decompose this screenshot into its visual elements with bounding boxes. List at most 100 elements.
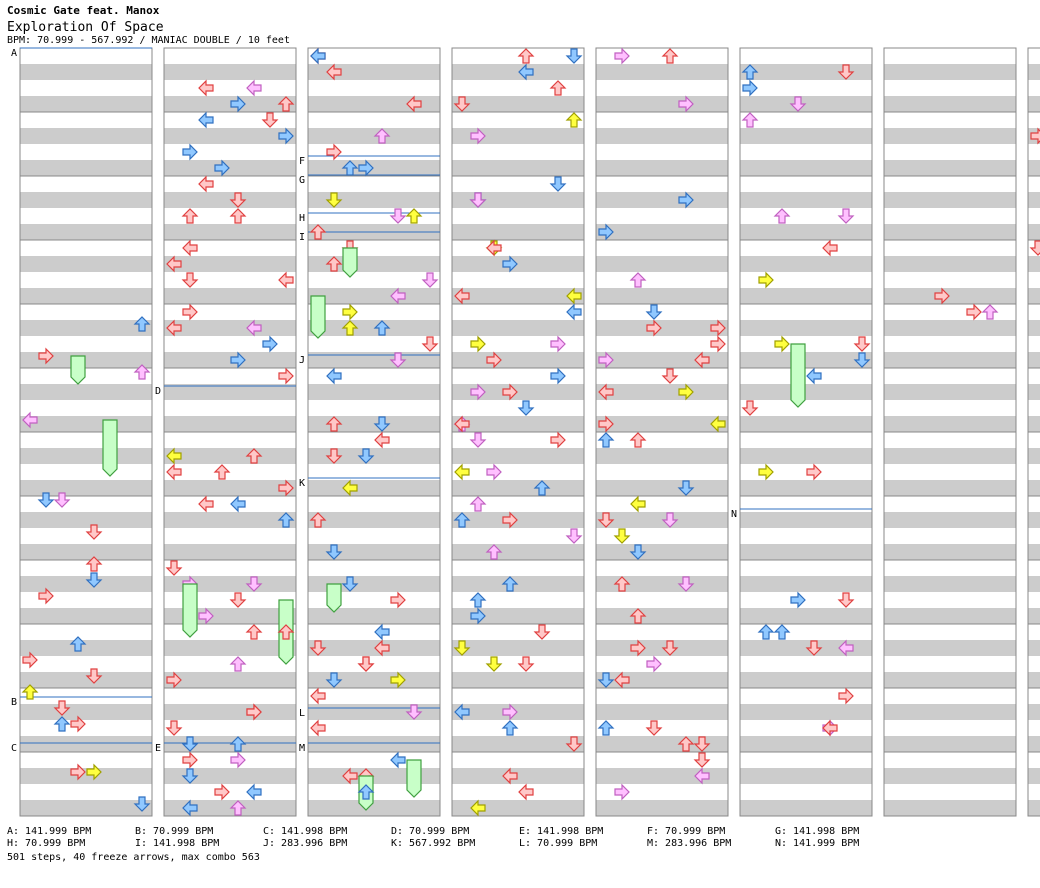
step-arrow [229, 592, 247, 608]
step-arrow [390, 751, 406, 769]
step-arrow [806, 463, 822, 481]
freeze-arrow [102, 419, 118, 477]
step-arrow [166, 671, 182, 689]
step-arrow [390, 591, 406, 609]
step-arrow [470, 799, 486, 817]
step-arrow [533, 624, 551, 640]
freeze-arrow [326, 583, 342, 613]
bpm-marker-label: F [299, 156, 305, 167]
step-arrow [518, 783, 534, 801]
step-arrow [181, 736, 199, 752]
step-arrow [741, 400, 759, 416]
step-arrow [230, 351, 246, 369]
step-arrow [229, 208, 247, 224]
step-arrow [533, 480, 551, 496]
bpm-legend-item: N: 141.999 BPM [775, 838, 860, 849]
step-arrow [198, 175, 214, 193]
bpm-legend-item: L: 70.999 BPM [519, 838, 598, 849]
step-arrow [806, 367, 822, 385]
step-arrow [390, 671, 406, 689]
step-arrow [374, 623, 390, 641]
bpm-legend-item: J: 283.996 BPM [263, 838, 348, 849]
step-arrow [613, 528, 631, 544]
step-arrow [133, 316, 151, 332]
step-arrow [549, 176, 567, 192]
bpm-legend-item: B: 70.999 BPM [135, 826, 214, 837]
step-arrow [598, 223, 614, 241]
step-arrow [773, 208, 791, 224]
step-arrow [502, 767, 518, 785]
step-arrow [710, 335, 726, 353]
freeze-arrow [70, 355, 86, 385]
step-arrow [373, 416, 391, 432]
freeze-arrow [182, 583, 198, 638]
step-arrow [85, 572, 103, 588]
step-arrow [246, 703, 262, 721]
step-arrow [357, 784, 375, 800]
step-arrow [85, 524, 103, 540]
step-arrow [678, 95, 694, 113]
step-arrow [502, 255, 518, 273]
step-arrow [837, 208, 855, 224]
step-arrow [182, 143, 198, 161]
step-arrow [501, 576, 519, 592]
step-arrow [245, 576, 263, 592]
step-arrow [741, 112, 759, 128]
chart-column [595, 47, 729, 817]
step-arrow [230, 751, 246, 769]
chart-column [163, 47, 297, 817]
step-arrow [853, 352, 871, 368]
step-arrow [278, 479, 294, 497]
step-arrow [213, 464, 231, 480]
chart-column [739, 47, 873, 817]
step-arrow [165, 720, 183, 736]
step-arrow [486, 351, 502, 369]
song-title: Cosmic Gate feat. Manox [7, 4, 160, 17]
step-arrow [454, 463, 470, 481]
step-arrow [182, 303, 198, 321]
step-arrow [70, 715, 86, 733]
step-arrow [37, 492, 55, 508]
step-arrow [981, 304, 999, 320]
step-arrow [661, 48, 679, 64]
step-arrow [629, 432, 647, 448]
step-arrow [245, 624, 263, 640]
step-arrow [166, 319, 182, 337]
step-arrow [341, 576, 359, 592]
step-arrow [453, 640, 471, 656]
chart-column [883, 47, 1017, 817]
bpm-marker-label: G [299, 175, 305, 186]
step-arrow [166, 463, 182, 481]
step-arrow [310, 47, 326, 65]
step-arrow [229, 736, 247, 752]
step-arrow [645, 304, 663, 320]
step-arrow [501, 720, 519, 736]
step-arrow [198, 111, 214, 129]
bpm-marker-label: L [299, 708, 305, 719]
step-arrow [565, 112, 583, 128]
step-arrow [214, 783, 230, 801]
bpm-marker-label: C [11, 743, 17, 754]
step-arrow [309, 640, 327, 656]
bpm-marker-label: N [731, 509, 737, 520]
step-arrow [485, 656, 503, 672]
step-arrow [517, 48, 535, 64]
step-arrow [357, 448, 375, 464]
step-arrow [469, 432, 487, 448]
step-arrow [1029, 240, 1040, 256]
step-arrow [246, 79, 262, 97]
step-arrow [421, 336, 439, 352]
step-arrow [421, 272, 439, 288]
step-arrow [277, 512, 295, 528]
step-arrow [630, 495, 646, 513]
step-arrow [374, 431, 390, 449]
step-arrow [341, 320, 359, 336]
step-arrow [358, 159, 374, 177]
step-arrow [22, 651, 38, 669]
step-arrow [614, 783, 630, 801]
step-arrow [470, 607, 486, 625]
step-arrow [597, 512, 615, 528]
step-arrow [406, 95, 422, 113]
step-arrow [934, 287, 950, 305]
